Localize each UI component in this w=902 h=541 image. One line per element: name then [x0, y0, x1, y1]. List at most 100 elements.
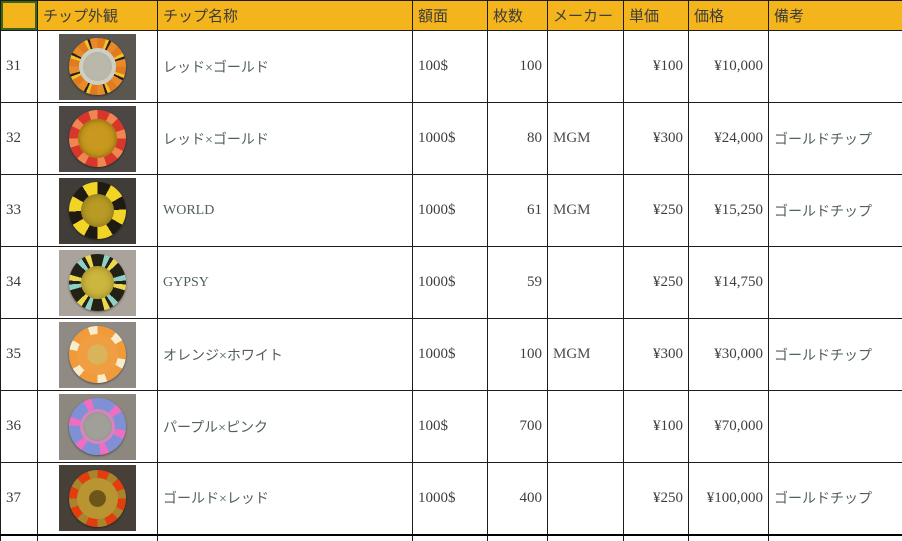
chip-image — [69, 326, 126, 383]
partial-bottom-row — [0, 533, 902, 541]
header-note[interactable]: 備考 — [768, 0, 902, 31]
cell-price[interactable]: ¥15,250 — [688, 174, 769, 247]
chip-photo-red-gold — [59, 105, 136, 172]
cell-note[interactable]: ゴールドチップ — [768, 102, 902, 175]
cell-maker[interactable] — [547, 462, 624, 536]
cell-face-value[interactable] — [412, 533, 488, 541]
header-unit-price[interactable]: 単価 — [623, 0, 689, 31]
cell-count[interactable]: 100 — [487, 318, 548, 391]
cell-chip-name[interactable] — [157, 533, 413, 541]
cell-chip-name[interactable]: ゴールド×レッド — [157, 462, 413, 536]
chip-image — [69, 469, 126, 527]
cell-chip-photo[interactable] — [37, 533, 158, 541]
cell-price[interactable]: ¥24,000 — [688, 102, 769, 175]
cell-note[interactable] — [768, 246, 902, 319]
chip-image — [69, 110, 126, 167]
cell-unit-price[interactable]: ¥100 — [623, 390, 689, 463]
cell-maker[interactable] — [547, 246, 624, 319]
cell-note[interactable] — [768, 30, 902, 103]
cell-price[interactable]: ¥14,750 — [688, 246, 769, 319]
cell-chip-photo[interactable] — [37, 318, 158, 391]
header-chip-name[interactable]: チップ名称 — [157, 0, 413, 31]
cell-count[interactable]: 400 — [487, 462, 548, 536]
cell-chip-name[interactable]: オレンジ×ホワイト — [157, 318, 413, 391]
cell-unit-price[interactable]: ¥100 — [623, 30, 689, 103]
chip-photo-black-yellow — [59, 177, 136, 244]
cell-row-number[interactable]: 36 — [0, 390, 38, 463]
cell-chip-name[interactable]: レッド×ゴールド — [157, 30, 413, 103]
cell-face-value[interactable]: 1000$ — [412, 174, 488, 247]
chip-photo-gold-red — [59, 465, 136, 532]
chip-photo-black-teal — [59, 249, 136, 316]
cell-note[interactable]: ゴールドチップ — [768, 462, 902, 536]
chip-image — [69, 254, 126, 311]
cell-note[interactable] — [768, 390, 902, 463]
cell-chip-photo[interactable] — [37, 30, 158, 103]
cell-count[interactable]: 700 — [487, 390, 548, 463]
cell-face-value[interactable]: 1000$ — [412, 102, 488, 175]
cell-maker[interactable]: MGM — [547, 318, 624, 391]
cell-face-value[interactable]: 100$ — [412, 390, 488, 463]
cell-note[interactable]: ゴールドチップ — [768, 318, 902, 391]
header-price[interactable]: 価格 — [688, 0, 769, 31]
cell-maker[interactable]: MGM — [547, 174, 624, 247]
cell-price[interactable] — [688, 533, 769, 541]
cell-maker[interactable] — [547, 30, 624, 103]
cell-count[interactable]: 80 — [487, 102, 548, 175]
chip-photo-orange-white — [59, 321, 136, 388]
cell-count[interactable]: 59 — [487, 246, 548, 319]
cell-count[interactable] — [487, 533, 548, 541]
header-count[interactable]: 枚数 — [487, 0, 548, 31]
cell-unit-price[interactable]: ¥300 — [623, 318, 689, 391]
cell-face-value[interactable]: 1000$ — [412, 318, 488, 391]
header-chip-appearance[interactable]: チップ外観 — [37, 0, 158, 31]
cell-row-number[interactable]: 34 — [0, 246, 38, 319]
cell-row-number[interactable]: 32 — [0, 102, 38, 175]
cell-unit-price[interactable]: ¥300 — [623, 102, 689, 175]
cell-chip-name[interactable]: レッド×ゴールド — [157, 102, 413, 175]
header-maker[interactable]: メーカー — [547, 0, 624, 31]
cell-face-value[interactable]: 1000$ — [412, 462, 488, 536]
cell-row-number[interactable]: 31 — [0, 30, 38, 103]
table-row-33: 33 WORLD 1000$ 61 MGM ¥250 ¥15,250 ゴールドチ… — [0, 174, 902, 247]
cell-price[interactable]: ¥70,000 — [688, 390, 769, 463]
cell-unit-price[interactable]: ¥250 — [623, 462, 689, 536]
cell-price[interactable]: ¥100,000 — [688, 462, 769, 536]
table-row-36: 36 パープル×ピンク 100$ 700 ¥100 ¥70,000 — [0, 390, 902, 463]
cell-maker[interactable]: MGM — [547, 102, 624, 175]
table-row-34: 34 GYPSY 1000$ 59 ¥250 ¥14,750 — [0, 246, 902, 319]
cell-face-value[interactable]: 100$ — [412, 30, 488, 103]
cell-price[interactable]: ¥30,000 — [688, 318, 769, 391]
cell-unit-price[interactable]: ¥250 — [623, 174, 689, 247]
cell-note[interactable]: ゴールドチップ — [768, 174, 902, 247]
chip-image — [69, 182, 126, 239]
table-row-37: 37 ゴールド×レッド 1000$ 400 ¥250 ¥100,000 ゴールド… — [0, 462, 902, 536]
cell-chip-photo[interactable] — [37, 174, 158, 247]
cell-chip-photo[interactable] — [37, 390, 158, 463]
header-face-value[interactable]: 額面 — [412, 0, 488, 31]
cell-row-number[interactable]: 37 — [0, 462, 38, 536]
cell-row-number[interactable] — [0, 533, 38, 541]
cell-count[interactable]: 61 — [487, 174, 548, 247]
header-row: チップ外観 チップ名称 額面 枚数 メーカー 単価 価格 備考 — [0, 0, 902, 31]
header-corner-selected-cell[interactable] — [0, 0, 38, 31]
cell-unit-price[interactable] — [623, 533, 689, 541]
cell-unit-price[interactable]: ¥250 — [623, 246, 689, 319]
cell-price[interactable]: ¥10,000 — [688, 30, 769, 103]
cell-chip-photo[interactable] — [37, 102, 158, 175]
cell-chip-photo[interactable] — [37, 462, 158, 536]
cell-chip-photo[interactable] — [37, 246, 158, 319]
cell-chip-name[interactable]: GYPSY — [157, 246, 413, 319]
cell-count[interactable]: 100 — [487, 30, 548, 103]
cell-face-value[interactable]: 1000$ — [412, 246, 488, 319]
cell-chip-name[interactable]: パープル×ピンク — [157, 390, 413, 463]
chip-photo-purple-pink — [59, 393, 136, 460]
cell-note[interactable] — [768, 533, 902, 541]
cell-maker[interactable] — [547, 390, 624, 463]
cell-chip-name[interactable]: WORLD — [157, 174, 413, 247]
chip-image — [69, 38, 126, 95]
cell-row-number[interactable]: 35 — [0, 318, 38, 391]
cell-row-number[interactable]: 33 — [0, 174, 38, 247]
cell-maker[interactable] — [547, 533, 624, 541]
